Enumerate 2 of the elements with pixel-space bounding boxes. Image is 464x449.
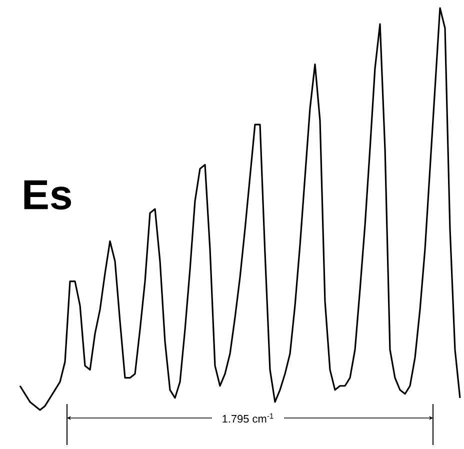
text: 1.795 cm$^{-1}$	[222, 413, 274, 423]
text: Es	[24, 180, 71, 210]
